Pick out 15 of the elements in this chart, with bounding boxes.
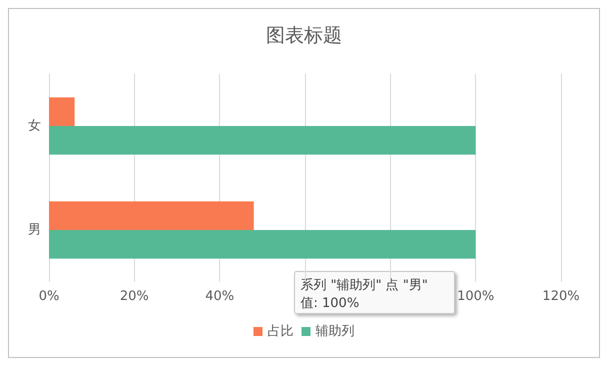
- y-tick-label: 女: [28, 118, 41, 134]
- x-tick-label: 100%: [457, 289, 494, 304]
- legend-label: 占比: [268, 324, 294, 339]
- x-tick-label: 120%: [542, 289, 580, 304]
- bar: [49, 201, 254, 230]
- bar: [49, 126, 476, 155]
- legend-label: 辅助列: [316, 324, 354, 339]
- chart-title: 图表标题: [266, 24, 342, 46]
- x-tick-label: 0%: [38, 289, 60, 304]
- annotation: 系列 "辅助列" 点 "男" 值: 100%: [300, 278, 428, 311]
- bar: [49, 230, 476, 259]
- x-tick-label: 40%: [205, 289, 234, 304]
- bar: [49, 97, 75, 126]
- x-tick-label: 20%: [120, 289, 149, 304]
- y-tick-label: 男: [28, 222, 41, 238]
